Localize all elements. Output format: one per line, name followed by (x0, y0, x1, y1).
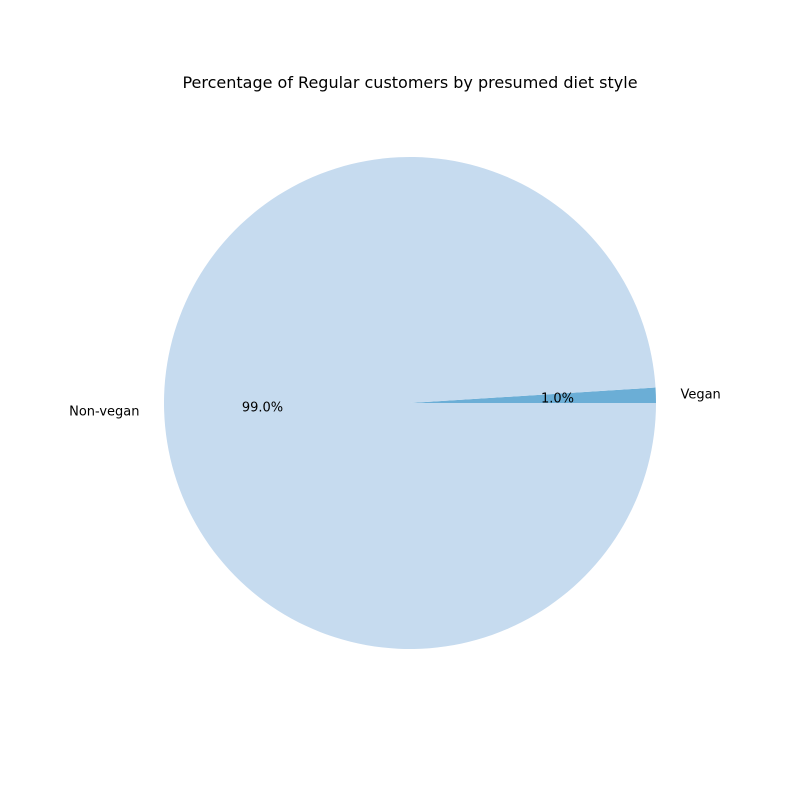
pie-slices (163, 156, 656, 649)
slice-label-vegan: Vegan (680, 388, 720, 403)
slice-label-non-vegan: Non-vegan (69, 404, 139, 419)
pie-labels: Vegan 1.0% Non-vegan 99.0% (69, 388, 721, 420)
chart-title: Percentage of Regular customers by presu… (182, 73, 637, 92)
pie-slice-vegan (410, 387, 656, 403)
slice-percent-non-vegan: 99.0% (242, 401, 283, 416)
slice-percent-vegan: 1.0% (541, 391, 574, 406)
pie-slice-non-vegan (163, 156, 656, 649)
